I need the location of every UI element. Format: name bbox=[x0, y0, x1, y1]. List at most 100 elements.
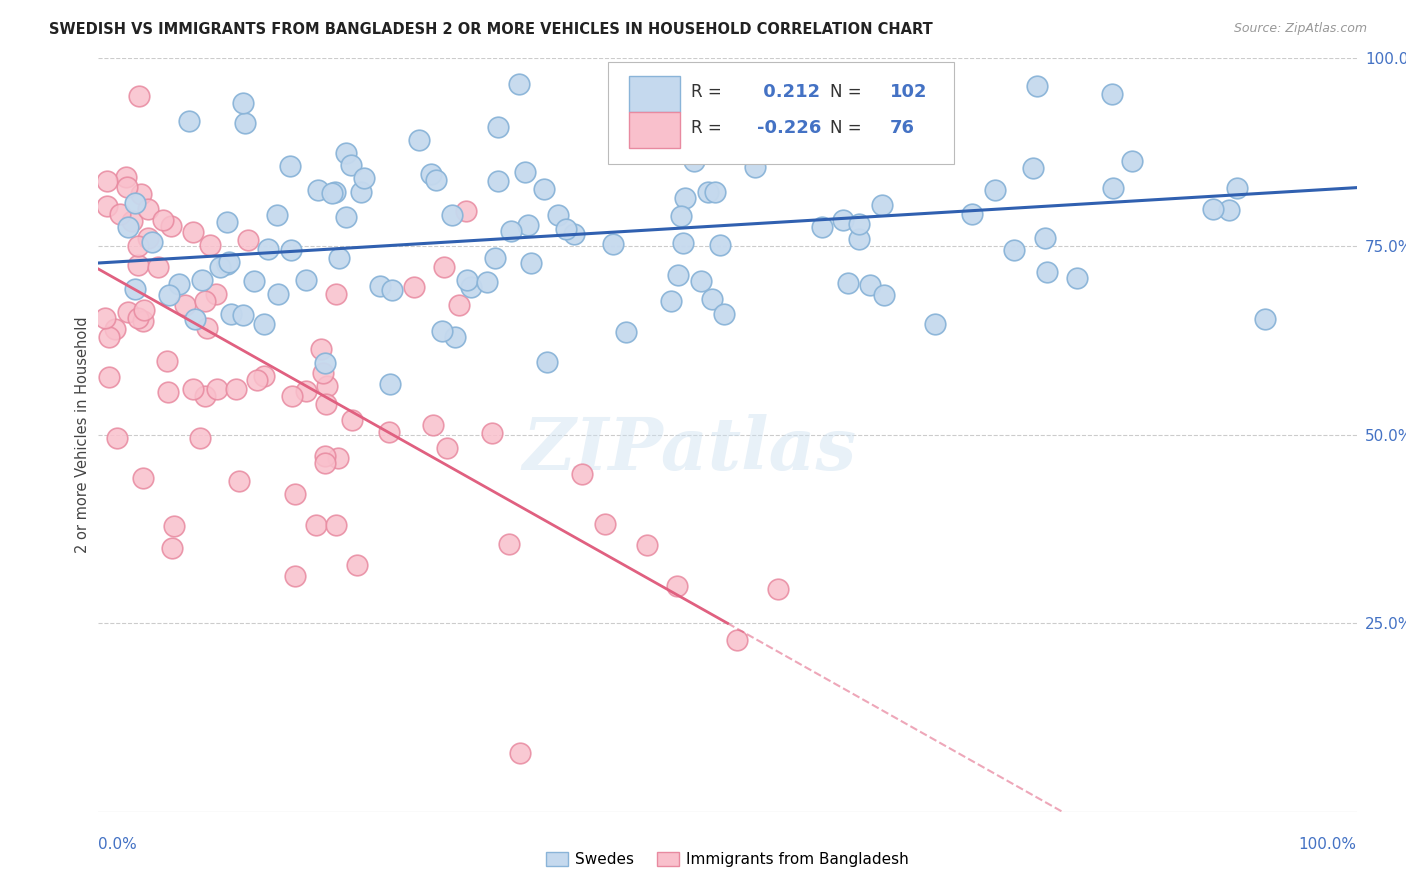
Point bbox=[516, 218, 538, 232]
Point bbox=[381, 283, 404, 297]
Point bbox=[498, 536, 520, 550]
Point bbox=[110, 207, 132, 221]
Point bbox=[156, 353, 179, 368]
Point bbox=[232, 308, 254, 322]
Point bbox=[129, 187, 152, 202]
Point bbox=[682, 154, 704, 169]
Point bbox=[188, 431, 211, 445]
Point bbox=[690, 274, 713, 288]
Point bbox=[983, 183, 1005, 197]
Point bbox=[218, 255, 240, 269]
Point bbox=[311, 366, 333, 380]
Point bbox=[136, 231, 159, 245]
Point bbox=[233, 116, 256, 130]
Point bbox=[554, 222, 576, 236]
Point bbox=[1036, 265, 1059, 279]
Point bbox=[243, 274, 266, 288]
Point bbox=[1202, 202, 1225, 216]
Point bbox=[703, 185, 725, 199]
Point bbox=[284, 569, 307, 583]
Point bbox=[353, 171, 375, 186]
Point bbox=[177, 114, 200, 128]
Point bbox=[215, 215, 238, 229]
Text: 0.0%: 0.0% bbox=[98, 837, 138, 852]
Point bbox=[97, 369, 120, 384]
Point bbox=[98, 329, 121, 343]
Point bbox=[444, 330, 467, 344]
Point bbox=[547, 208, 569, 222]
Point bbox=[665, 579, 688, 593]
Point bbox=[1066, 271, 1088, 285]
Point bbox=[697, 185, 720, 199]
Point bbox=[831, 213, 853, 227]
Point bbox=[433, 260, 456, 274]
Point bbox=[404, 280, 426, 294]
Point bbox=[713, 307, 735, 321]
Point bbox=[284, 486, 307, 500]
Text: R =: R = bbox=[692, 119, 721, 137]
Text: 76: 76 bbox=[890, 119, 915, 137]
Point bbox=[314, 449, 336, 463]
Point bbox=[160, 219, 183, 233]
Point bbox=[281, 389, 304, 403]
Text: ZIPatlas: ZIPatlas bbox=[523, 415, 856, 485]
Point bbox=[744, 160, 766, 174]
Point bbox=[1026, 78, 1049, 93]
Point bbox=[121, 213, 143, 227]
Point bbox=[616, 325, 638, 339]
Point bbox=[1002, 243, 1025, 257]
Text: 100.0%: 100.0% bbox=[1299, 837, 1357, 852]
Point bbox=[266, 208, 288, 222]
Point bbox=[163, 519, 186, 533]
Point bbox=[673, 191, 696, 205]
Point bbox=[156, 385, 179, 400]
Point bbox=[425, 173, 447, 187]
Point bbox=[323, 185, 346, 199]
Point bbox=[737, 136, 759, 151]
Point bbox=[725, 633, 748, 648]
Point bbox=[280, 244, 302, 258]
Point bbox=[1022, 161, 1045, 176]
Point bbox=[141, 235, 163, 250]
Point bbox=[731, 114, 754, 128]
Point bbox=[295, 273, 318, 287]
Point bbox=[295, 384, 318, 398]
Point bbox=[236, 233, 259, 247]
Point bbox=[305, 518, 328, 533]
Point bbox=[96, 174, 118, 188]
FancyBboxPatch shape bbox=[607, 62, 955, 163]
FancyBboxPatch shape bbox=[630, 76, 679, 112]
Point bbox=[962, 207, 984, 221]
Point bbox=[837, 277, 859, 291]
Point bbox=[872, 288, 894, 302]
Point bbox=[325, 287, 347, 301]
Point bbox=[309, 342, 332, 356]
Point bbox=[134, 303, 156, 318]
Point bbox=[328, 251, 350, 265]
Point bbox=[132, 471, 155, 485]
Point bbox=[484, 251, 506, 265]
Point bbox=[481, 426, 503, 441]
Point bbox=[253, 368, 276, 383]
Point bbox=[128, 310, 150, 325]
Point bbox=[378, 377, 401, 392]
Text: 0.212: 0.212 bbox=[756, 83, 820, 101]
Point bbox=[477, 275, 499, 289]
Point bbox=[131, 313, 153, 327]
Point bbox=[422, 417, 444, 432]
Point bbox=[666, 268, 689, 283]
Point bbox=[209, 260, 232, 274]
Point bbox=[328, 451, 350, 466]
Point bbox=[105, 431, 128, 445]
Point bbox=[672, 236, 695, 251]
Point bbox=[246, 373, 269, 387]
Point bbox=[194, 389, 217, 403]
Point bbox=[368, 279, 391, 293]
Point bbox=[669, 209, 692, 223]
Point bbox=[859, 278, 882, 293]
Point bbox=[1218, 203, 1240, 218]
Point bbox=[152, 212, 174, 227]
Point bbox=[94, 311, 117, 326]
Point bbox=[436, 441, 458, 455]
Point bbox=[124, 282, 146, 296]
